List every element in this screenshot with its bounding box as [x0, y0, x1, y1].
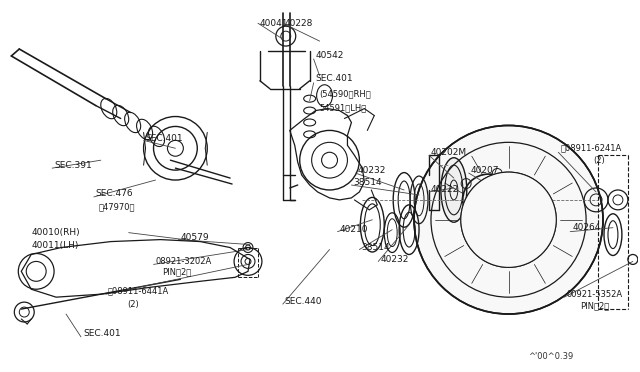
Text: 40011(LH): 40011(LH) — [31, 241, 79, 250]
Text: SEC.401: SEC.401 — [316, 74, 353, 83]
Text: 40207: 40207 — [471, 166, 499, 174]
Text: SEC.401: SEC.401 — [145, 134, 183, 143]
Text: 〰47970〱: 〰47970〱 — [99, 202, 135, 211]
Text: 08921-3202A: 08921-3202A — [156, 257, 212, 266]
Text: 40542: 40542 — [316, 51, 344, 61]
Text: 40228: 40228 — [285, 19, 313, 28]
Text: 00921-5352A: 00921-5352A — [566, 290, 622, 299]
Text: (54590〈RH〉: (54590〈RH〉 — [319, 89, 371, 98]
Text: SEC.476: SEC.476 — [96, 189, 134, 198]
Text: PIN「2」: PIN「2」 — [580, 302, 609, 311]
Text: 38514: 38514 — [362, 243, 390, 252]
Text: SEC.391: SEC.391 — [54, 161, 92, 170]
Circle shape — [474, 234, 486, 246]
Circle shape — [538, 214, 549, 226]
Circle shape — [474, 193, 486, 205]
Circle shape — [513, 181, 525, 193]
Text: Ⓞ08911-6241A: Ⓞ08911-6241A — [560, 144, 621, 153]
Text: 40041: 40041 — [260, 19, 289, 28]
Text: ^'00^0.39: ^'00^0.39 — [529, 352, 573, 361]
Text: 40579: 40579 — [180, 233, 209, 242]
Text: 54591〈LH〉: 54591〈LH〉 — [319, 103, 367, 112]
Text: 40264: 40264 — [572, 223, 600, 232]
Text: 40202M: 40202M — [431, 148, 467, 157]
Text: 40232: 40232 — [357, 166, 386, 174]
Ellipse shape — [441, 158, 467, 222]
Text: PIN「2」: PIN「2」 — [163, 268, 192, 277]
Text: 40232: 40232 — [380, 255, 408, 264]
Circle shape — [414, 125, 603, 314]
Circle shape — [513, 247, 525, 259]
Text: SEC.440: SEC.440 — [285, 296, 323, 306]
Text: Ⓞ08911-6441A: Ⓞ08911-6441A — [108, 287, 169, 296]
Text: (2): (2) — [127, 299, 140, 309]
Text: SEC.401: SEC.401 — [83, 329, 120, 339]
Text: 40222: 40222 — [431, 186, 460, 195]
Circle shape — [461, 172, 556, 267]
Text: 38514: 38514 — [353, 177, 382, 186]
Text: 40010(RH): 40010(RH) — [31, 228, 80, 237]
Text: (2): (2) — [593, 156, 605, 165]
Text: 40210: 40210 — [339, 225, 368, 234]
